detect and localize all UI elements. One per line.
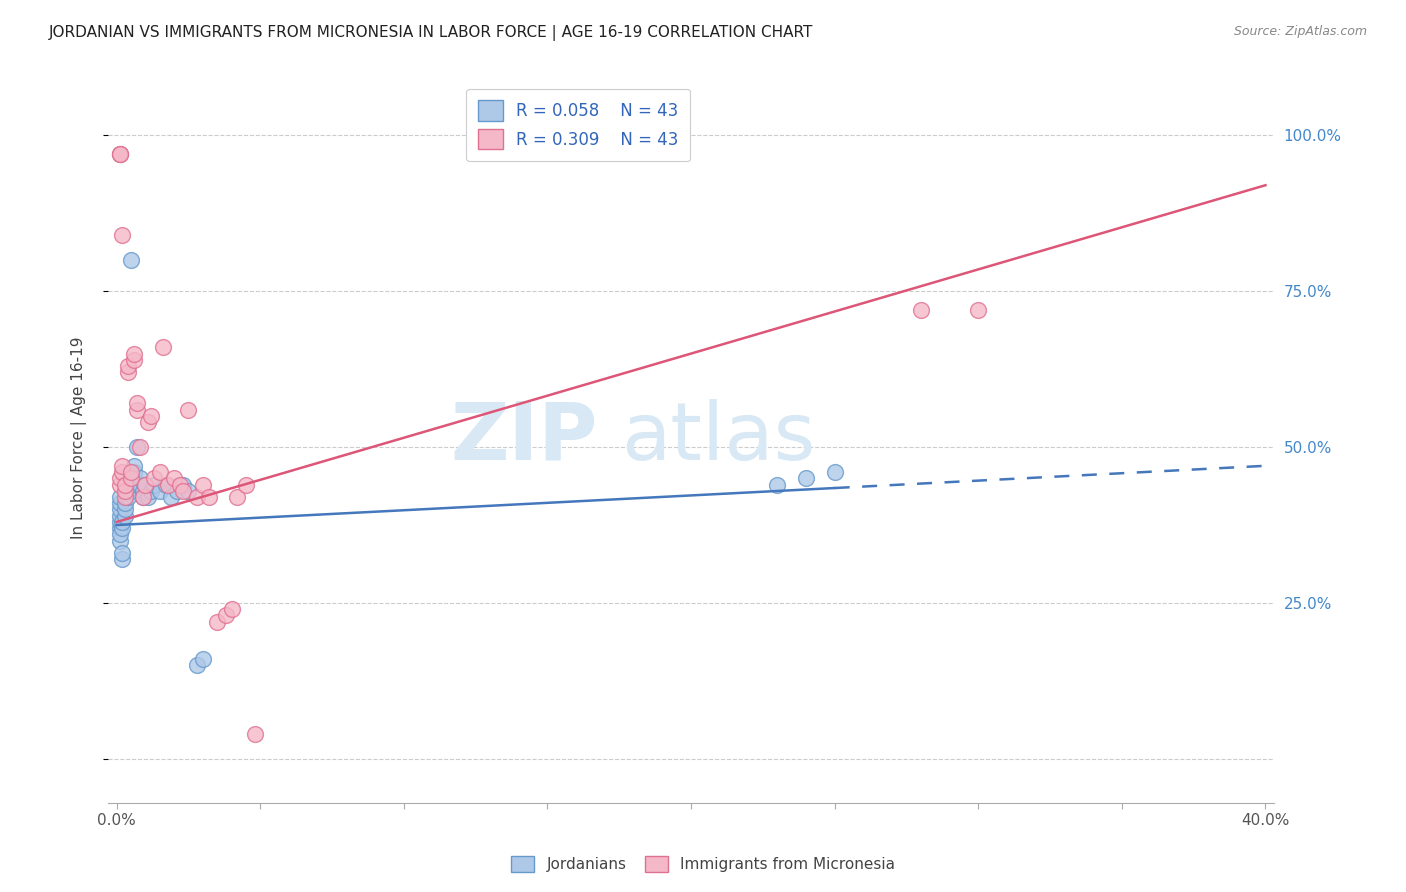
Point	[226, 490, 249, 504]
Point	[172, 483, 194, 498]
Point	[120, 471, 142, 485]
Point	[143, 477, 166, 491]
Point	[114, 490, 136, 504]
Point	[117, 490, 139, 504]
Point	[824, 465, 846, 479]
Point	[108, 508, 131, 523]
Point	[235, 477, 257, 491]
Point	[131, 490, 153, 504]
Point	[157, 477, 180, 491]
Point	[128, 440, 150, 454]
Point	[120, 471, 142, 485]
Text: JORDANIAN VS IMMIGRANTS FROM MICRONESIA IN LABOR FORCE | AGE 16-19 CORRELATION C: JORDANIAN VS IMMIGRANTS FROM MICRONESIA …	[49, 25, 814, 41]
Point	[122, 458, 145, 473]
Point	[205, 615, 228, 629]
Point	[143, 471, 166, 485]
Text: ZIP: ZIP	[450, 399, 598, 476]
Point	[111, 552, 134, 566]
Point	[108, 147, 131, 161]
Point	[243, 727, 266, 741]
Point	[215, 608, 238, 623]
Point	[117, 359, 139, 373]
Point	[155, 477, 177, 491]
Point	[117, 483, 139, 498]
Point	[108, 471, 131, 485]
Point	[108, 502, 131, 516]
Point	[221, 602, 243, 616]
Point	[134, 477, 156, 491]
Point	[111, 458, 134, 473]
Point	[134, 477, 156, 491]
Text: Source: ZipAtlas.com: Source: ZipAtlas.com	[1233, 25, 1367, 38]
Point	[114, 508, 136, 523]
Point	[117, 365, 139, 379]
Point	[177, 483, 200, 498]
Point	[122, 346, 145, 360]
Point	[131, 490, 153, 504]
Point	[120, 477, 142, 491]
Point	[149, 465, 172, 479]
Point	[114, 483, 136, 498]
Point	[191, 652, 214, 666]
Text: atlas: atlas	[621, 399, 815, 476]
Point	[114, 502, 136, 516]
Point	[111, 515, 134, 529]
Point	[114, 496, 136, 510]
Point	[108, 496, 131, 510]
Point	[120, 465, 142, 479]
Point	[125, 402, 148, 417]
Point	[108, 515, 131, 529]
Point	[197, 490, 219, 504]
Point	[120, 253, 142, 268]
Point	[172, 477, 194, 491]
Point	[108, 533, 131, 548]
Point	[108, 521, 131, 535]
Point	[141, 409, 163, 423]
Point	[114, 477, 136, 491]
Point	[136, 490, 159, 504]
Point	[108, 527, 131, 541]
Point	[122, 352, 145, 367]
Point	[128, 477, 150, 491]
Point	[108, 147, 131, 161]
Point	[967, 302, 990, 317]
Point	[125, 440, 148, 454]
Legend: R = 0.058    N = 43, R = 0.309    N = 43: R = 0.058 N = 43, R = 0.309 N = 43	[467, 88, 690, 161]
Point	[111, 228, 134, 243]
Point	[120, 483, 142, 498]
Y-axis label: In Labor Force | Age 16-19: In Labor Force | Age 16-19	[72, 336, 87, 539]
Point	[111, 521, 134, 535]
Point	[191, 477, 214, 491]
Point	[128, 471, 150, 485]
Point	[136, 415, 159, 429]
Point	[108, 147, 131, 161]
Legend: Jordanians, Immigrants from Micronesia: Jordanians, Immigrants from Micronesia	[503, 848, 903, 880]
Point	[186, 658, 208, 673]
Point	[108, 477, 131, 491]
Point	[794, 471, 817, 485]
Point	[186, 490, 208, 504]
Point	[177, 402, 200, 417]
Point	[166, 483, 188, 498]
Point	[108, 490, 131, 504]
Point	[160, 490, 183, 504]
Point	[149, 483, 172, 498]
Point	[141, 483, 163, 498]
Point	[111, 546, 134, 560]
Point	[125, 396, 148, 410]
Point	[766, 477, 789, 491]
Point	[910, 302, 932, 317]
Point	[163, 471, 186, 485]
Point	[169, 477, 191, 491]
Point	[111, 465, 134, 479]
Point	[122, 465, 145, 479]
Point	[152, 340, 174, 354]
Point	[131, 483, 153, 498]
